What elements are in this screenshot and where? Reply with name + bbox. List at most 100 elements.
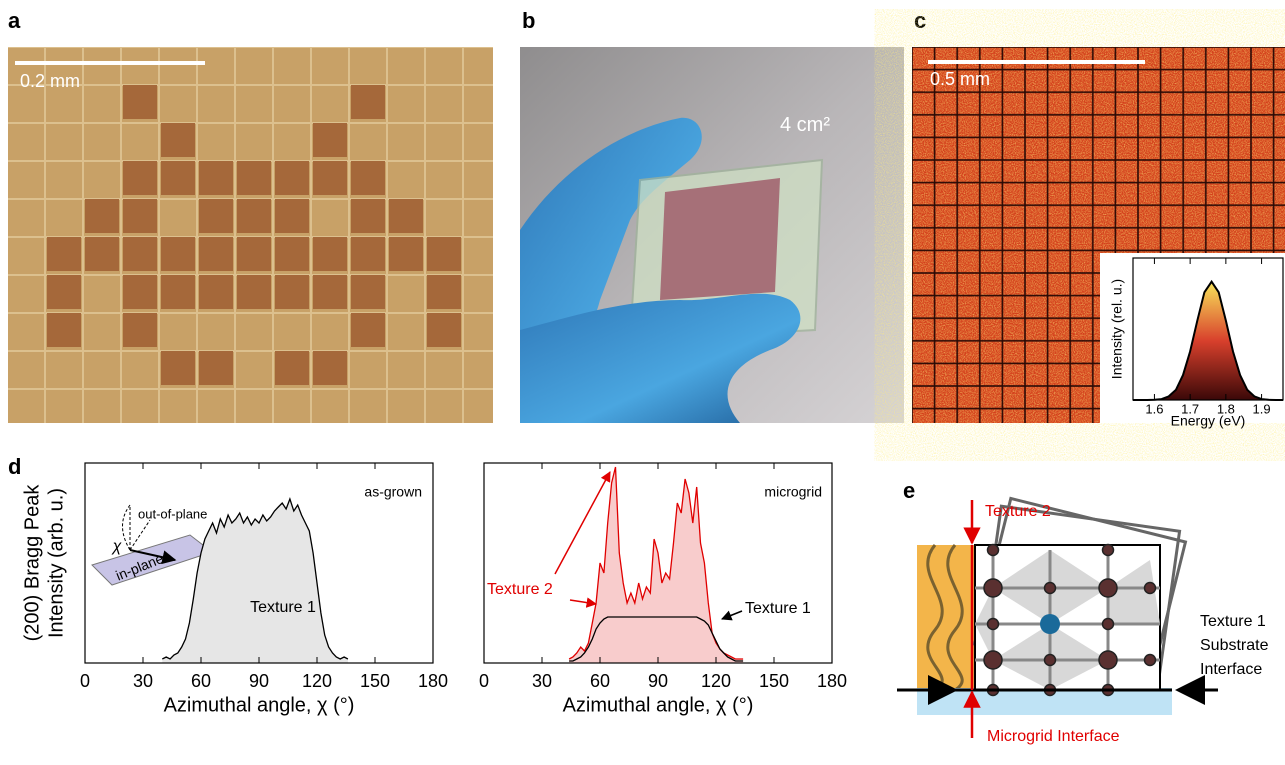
annotation: microgrid — [764, 484, 822, 500]
pixel — [123, 199, 157, 233]
pixel — [351, 199, 385, 233]
pixel — [313, 237, 347, 271]
pixel — [237, 199, 271, 233]
pixel — [47, 313, 81, 347]
pixel — [313, 123, 347, 157]
y-axis-label: Intensity (arb. u.) — [45, 488, 67, 638]
scale-label: 0.5 mm — [930, 69, 990, 89]
pixel — [237, 237, 271, 271]
pixel — [275, 199, 309, 233]
x-tick-label: 0 — [80, 671, 90, 691]
pixel — [161, 275, 195, 309]
chart: 0 30 60 90 120 150 180 Azimuthal angle, χ (°) mi… — [479, 463, 847, 716]
annotation: Texture 1 — [250, 599, 316, 616]
pixel — [275, 161, 309, 195]
pixel — [275, 237, 309, 271]
pixel — [123, 275, 157, 309]
pointer-arrow — [555, 472, 610, 574]
pixel — [199, 275, 233, 309]
x-tick-label: 30 — [532, 671, 552, 691]
pixel — [313, 161, 347, 195]
pixel — [123, 85, 157, 119]
pixel — [351, 85, 385, 119]
pixel — [161, 237, 195, 271]
area-label: 4 cm² — [780, 114, 830, 136]
y-axis-label: (200) Bragg Peak — [21, 484, 43, 642]
pixel — [199, 161, 233, 195]
pixel — [123, 237, 157, 271]
area-fill — [162, 499, 348, 663]
x-tick-label: 120 — [701, 671, 731, 691]
panel-b-image: 4 cm² — [520, 47, 904, 423]
scale-label: 0.2 mm — [20, 71, 80, 91]
x-tick-label: 1.6 — [1145, 401, 1163, 416]
pixel — [351, 313, 385, 347]
pixel — [161, 161, 195, 195]
diagram-label: Texture 2 — [985, 503, 1051, 520]
panel-label: c — [914, 8, 926, 33]
x-tick-label: 60 — [191, 671, 211, 691]
diagram-label: Texture 1 — [1200, 613, 1266, 630]
pixel — [313, 275, 347, 309]
x-tick-label: 0 — [479, 671, 489, 691]
x-tick-label: 150 — [360, 671, 390, 691]
x-tick-label: 180 — [418, 671, 448, 691]
pixel — [427, 313, 461, 347]
pixel — [123, 313, 157, 347]
figure: a b c d e 0.2 mm 4 cm² 0.5 mm Textu — [0, 0, 1285, 765]
pixel — [199, 199, 233, 233]
x-tick-label: 90 — [648, 671, 668, 691]
annotation: χ — [111, 538, 122, 555]
panel-label: e — [903, 478, 915, 503]
pixel — [351, 275, 385, 309]
pixel — [275, 275, 309, 309]
x-tick-label: 60 — [590, 671, 610, 691]
x-axis-label: Azimuthal angle, χ (°) — [563, 694, 754, 716]
x-tick-label: 30 — [133, 671, 153, 691]
pixel — [161, 123, 195, 157]
pointer-arrow — [570, 600, 596, 604]
pixel — [47, 237, 81, 271]
x-tick-label: 180 — [817, 671, 847, 691]
pixel — [85, 199, 119, 233]
diagram-label: Substrate — [1200, 637, 1269, 654]
pixel — [123, 161, 157, 195]
x-axis-label: Energy (eV) — [1171, 413, 1246, 429]
pixel — [389, 237, 423, 271]
panel-e-diagram: Texture 2 Texture 1 Substrate Interface … — [897, 498, 1269, 745]
pixel — [351, 237, 385, 271]
diagram-label: Interface — [1200, 661, 1262, 678]
annotation: out-of-plane — [138, 506, 207, 521]
x-tick-label: 150 — [759, 671, 789, 691]
y-axis-label: Intensity (rel. u.) — [1109, 279, 1125, 379]
x-tick-label: 1.9 — [1253, 401, 1271, 416]
x-tick-label: 120 — [302, 671, 332, 691]
pixel — [275, 351, 309, 385]
area-fill — [569, 467, 743, 663]
panel-label: b — [522, 8, 535, 33]
annotation: as-grown — [364, 484, 422, 500]
pixel — [389, 199, 423, 233]
pixel — [85, 237, 119, 271]
chart: 0 30 60 90 120 150 180 Azimuthal angle, χ (°) (2… — [21, 463, 448, 716]
pixel — [199, 351, 233, 385]
panel-label: d — [8, 454, 21, 479]
annotation: Texture 1 — [745, 600, 811, 617]
pixel — [47, 275, 81, 309]
x-axis-label: Azimuthal angle, χ (°) — [164, 694, 355, 716]
pixel — [427, 275, 461, 309]
pointer-arrow — [722, 611, 742, 619]
x-tick-label: 90 — [249, 671, 269, 691]
pixel — [351, 161, 385, 195]
page: a b c d e 0.2 mm 4 cm² 0.5 mm Textu — [0, 0, 1285, 765]
diagram-label: Microgrid Interface — [987, 728, 1120, 745]
panel-label: a — [8, 8, 21, 33]
pixel — [313, 351, 347, 385]
pixel — [161, 351, 195, 385]
pixel — [237, 275, 271, 309]
pixel — [199, 237, 233, 271]
pixel — [237, 161, 271, 195]
panel-a-image: 0.2 mm — [8, 47, 493, 423]
annotation: Texture 2 — [487, 581, 553, 598]
pixel — [427, 237, 461, 271]
